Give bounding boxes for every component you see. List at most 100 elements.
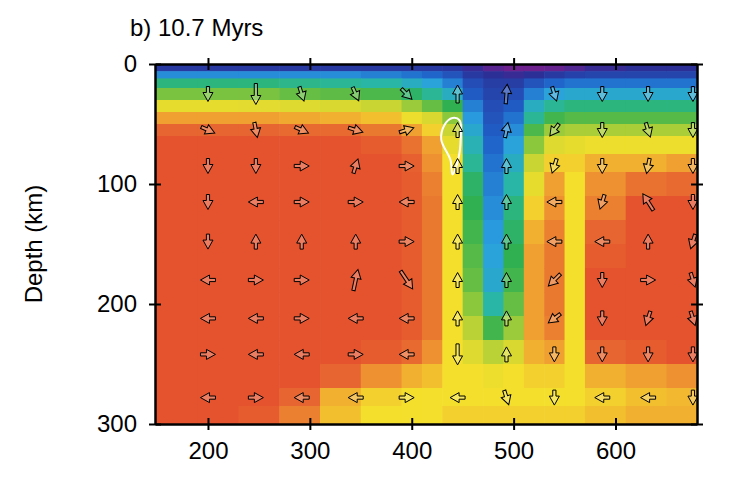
heatmap-cell: [544, 292, 565, 317]
heatmap-cell: [155, 154, 198, 173]
velocity-arrow: [501, 195, 511, 210]
heatmap-cell: [565, 388, 586, 407]
heatmap-cell: [239, 340, 280, 365]
heatmap-cell: [239, 154, 280, 173]
heatmap-cell: [626, 268, 667, 293]
heatmap-cell: [402, 112, 423, 125]
heatmap-cell: [524, 100, 545, 113]
heatmap-cell: [239, 100, 280, 113]
velocity-arrow: [501, 311, 511, 326]
velocity-arrow: [351, 234, 361, 249]
heatmap-cell: [544, 112, 565, 125]
velocity-arrow: [453, 159, 463, 174]
heatmap-cell: [483, 268, 504, 293]
heatmap-cell: [155, 172, 198, 197]
velocity-arrow: [546, 121, 563, 139]
heatmap-cell: [198, 406, 239, 424]
velocity-arrow: [203, 87, 213, 102]
heatmap-cell: [361, 136, 402, 155]
velocity-arrow: [641, 310, 655, 327]
velocity-arrow: [545, 270, 564, 289]
heatmap-cell: [279, 388, 320, 407]
heatmap-cell: [320, 112, 361, 125]
heatmap-cell: [544, 78, 565, 88]
tick: [412, 58, 413, 70]
heatmap-cell: [544, 100, 565, 113]
velocity-arrow: [643, 234, 653, 249]
velocity-arrow: [203, 234, 213, 249]
velocity-arrow: [597, 311, 607, 326]
heatmap-cell: [585, 100, 626, 113]
heatmap-cell: [483, 136, 504, 155]
velocity-arrow: [294, 393, 309, 403]
heatmap-cell: [524, 268, 545, 293]
heatmap-cell: [279, 100, 320, 113]
tick-mark: [411, 418, 413, 430]
heatmap-cell: [422, 71, 443, 79]
heatmap-cell: [422, 172, 443, 197]
heatmap-cell: [422, 340, 443, 365]
velocity-arrow: [203, 195, 213, 210]
velocity-arrow: [549, 347, 559, 362]
heatmap-cell: [422, 88, 443, 101]
velocity-arrow: [501, 159, 511, 174]
velocity-arrow: [295, 85, 309, 102]
velocity-arrow: [248, 393, 263, 403]
heatmap-cell: [198, 100, 239, 113]
heatmap-cell: [544, 244, 565, 269]
velocity-arrow: [642, 158, 655, 175]
heatmap-cell: [422, 316, 443, 341]
plot-area: [155, 64, 697, 424]
tick-mark: [149, 304, 161, 306]
heatmap-cell: [524, 244, 545, 269]
tick: 600: [596, 418, 636, 464]
heatmap-cell: [524, 136, 545, 155]
heatmap-cell: [483, 100, 504, 113]
heatmap-cell: [585, 268, 626, 293]
heatmap-cell: [402, 364, 423, 389]
heatmap-cell: [155, 388, 198, 407]
heatmap-cell: [483, 172, 504, 197]
heatmap-cell: [483, 112, 504, 125]
tick: 500: [494, 418, 534, 464]
heatmap-cell: [666, 388, 697, 407]
heatmap-cell: [524, 340, 545, 365]
heatmap-cell: [198, 244, 239, 269]
heatmap-cell: [239, 364, 280, 389]
heatmap-cell: [239, 71, 280, 79]
heatmap-cell: [442, 71, 463, 79]
velocity-arrows: [199, 84, 697, 407]
velocity-arrow: [294, 313, 309, 323]
heatmap-cell: [524, 316, 545, 341]
velocity-arrow: [398, 85, 416, 103]
tick: [514, 58, 515, 70]
heatmap-cell: [483, 244, 504, 269]
heatmap-cell: [666, 100, 697, 113]
velocity-arrow: [453, 85, 463, 103]
velocity-arrow: [294, 197, 309, 207]
heatmap-cell: [503, 136, 524, 155]
heatmap-cell: [503, 112, 524, 125]
heatmap-cell: [279, 196, 320, 221]
heatmap-cell: [155, 268, 198, 293]
heatmap-cell: [198, 136, 239, 155]
heatmap-cell: [279, 112, 320, 125]
heatmap-cell: [155, 292, 198, 317]
heatmap-cell: [239, 172, 280, 197]
heatmap-cell: [320, 172, 361, 197]
velocity-arrow: [396, 268, 416, 292]
heatmap-cell: [463, 316, 484, 341]
velocity-arrow: [686, 233, 697, 250]
velocity-arrow: [597, 273, 607, 288]
tick-mark: [691, 64, 703, 66]
tick-mark: [309, 418, 311, 430]
velocity-arrow: [595, 237, 610, 247]
velocity-arrow: [251, 234, 261, 249]
heatmap-cell: [442, 78, 463, 88]
heatmap-cell: [483, 220, 504, 245]
tick-label: 200: [97, 290, 137, 317]
heatmap-cell: [483, 406, 504, 424]
heatmap-cell: [422, 388, 443, 407]
heatmap-cell: [544, 268, 565, 293]
heatmap-cell: [422, 268, 443, 293]
